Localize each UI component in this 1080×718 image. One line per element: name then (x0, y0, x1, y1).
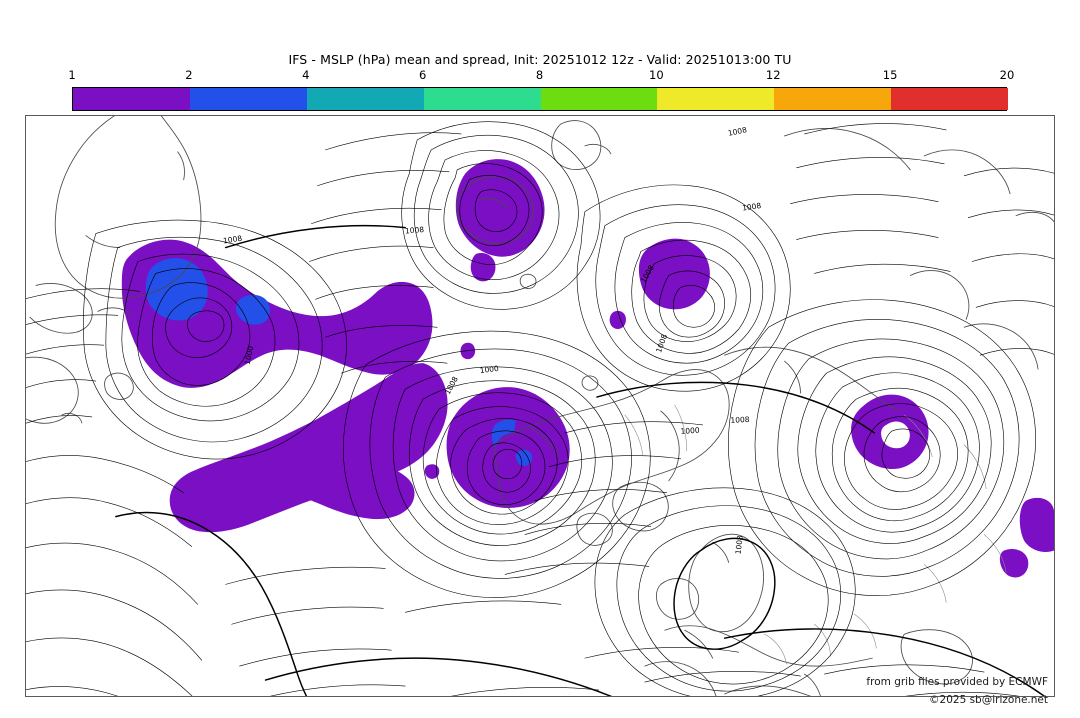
contour-label: 1008 (727, 125, 748, 138)
coast-scotland-detail (712, 542, 730, 563)
coast-arctic-b (923, 149, 1011, 195)
coast-mediterranean (724, 685, 812, 696)
colorbar-tick-labels: 1 2 4 6 8 10 12 15 20 (68, 68, 1014, 84)
coastline-layer (26, 116, 1054, 696)
spread-core-greenland-nw (145, 258, 208, 321)
colorbar-band-8-10 (540, 88, 658, 110)
colorbar-tick-2: 2 (185, 68, 193, 82)
colorbar-tick-8: 8 (535, 68, 544, 82)
border-scand-b (674, 404, 688, 452)
contour-label: 1008 (742, 201, 762, 213)
coast-island-small-a (104, 372, 134, 400)
coast-greenland-detail-b (85, 235, 121, 248)
spread-hole-russia (881, 421, 910, 449)
colorbar-tick-6: 6 (418, 68, 427, 82)
contour-label: 1008 (730, 415, 750, 425)
coast-ireland (655, 577, 700, 620)
coast-blacksea (900, 629, 973, 685)
border-russia-a (903, 414, 933, 458)
border-russia-b (963, 444, 987, 490)
coast-great-britain (688, 533, 764, 633)
colorbar-band-6-8 (423, 88, 541, 110)
colorbar-tick-1: 1 (68, 68, 76, 82)
coast-norway-fjords (530, 428, 560, 458)
coast-novaya-zemlya (909, 270, 970, 320)
coast-svalbard-b (584, 143, 612, 155)
colorbar-band-15-20 (891, 88, 1008, 110)
border-east-a (983, 534, 1007, 573)
coast-labrador (26, 356, 79, 424)
colorbar-band-1-2 (73, 88, 190, 110)
border-scand-a (624, 414, 644, 456)
contour-label: 1008 (654, 333, 669, 354)
coast-iceland (456, 175, 534, 244)
coast-iceland-detail (478, 197, 508, 209)
data-source-credit: from grib files provided by ECMWF (866, 676, 1048, 688)
coast-arctic-c (1015, 211, 1054, 223)
border-europe-b (814, 623, 831, 657)
spread-speck-scandinavia-a (460, 342, 476, 360)
colorbar-band-12-15 (774, 88, 892, 110)
coast-baffin (29, 283, 93, 334)
colorbar-tick-4: 4 (302, 68, 310, 82)
spread-area-scandinavia-west (220, 467, 415, 520)
map-canvas: 1008 1008 1000 1008 1008 1008 1008 1000 … (26, 116, 1054, 696)
coast-italy (804, 673, 821, 696)
coast-svalbard (551, 120, 602, 170)
coast-island-small-b (61, 412, 83, 424)
map-panel[interactable]: 1008 1008 1000 1008 1008 1008 1008 1000 … (25, 115, 1055, 697)
coast-baltic (612, 481, 669, 532)
spread-speck-scandinavia-c (424, 464, 440, 479)
colorbar-tick-10: 10 (649, 68, 664, 82)
coast-europe-west (664, 625, 873, 667)
page-title: IFS - MSLP (hPa) mean and spread, Init: … (288, 52, 792, 67)
contour-label: 1008 (223, 234, 243, 246)
spread-tail-iceland (470, 253, 496, 282)
spread-area-iceland (455, 159, 545, 257)
coast-baffin-island-b (97, 307, 133, 316)
coast-faroes (581, 375, 599, 391)
isobar-layer (26, 121, 1054, 696)
spread-speck-southeast (999, 548, 1029, 578)
spread-core-scandinavia (515, 449, 533, 466)
coast-denmark (576, 512, 613, 546)
colorbar: 1 2 4 6 8 10 12 15 20 (68, 68, 1014, 111)
contour-label: 1000 (479, 364, 499, 375)
colorbar-tick-15: 15 (882, 68, 898, 82)
coast-white-sea (784, 360, 801, 394)
coast-arctic-a (784, 128, 911, 171)
spread-area-barents (638, 238, 710, 310)
coast-greenland-detail-a (177, 151, 185, 181)
spread-core-greenland-se (235, 294, 271, 325)
coast-janmayen (519, 273, 537, 289)
coast-kara (963, 323, 1039, 370)
colorbar-bands (72, 87, 1008, 111)
coast-gulf-bothnia (660, 410, 680, 482)
border-europe-a (764, 633, 787, 665)
colorbar-tick-12: 12 (765, 68, 781, 82)
copyright-credit: ©2025 sb@irizone.net (929, 694, 1048, 706)
coast-iberia (644, 661, 717, 696)
contour-label: 1008 (734, 535, 745, 555)
contour-label: 1000 (243, 345, 256, 366)
colorbar-band-2-4 (189, 88, 307, 110)
colorbar-band-4-6 (306, 88, 424, 110)
contour-label: 1008 (405, 225, 425, 236)
coast-scandinavia (494, 369, 730, 525)
spread-shading-layer (121, 159, 1054, 578)
colorbar-tick-20: 20 (999, 68, 1015, 82)
border-east-b (923, 564, 947, 603)
contour-label: 1000 (680, 426, 700, 436)
border-europe-c (854, 613, 877, 649)
colorbar-band-10-12 (657, 88, 775, 110)
coast-france-north (684, 629, 714, 659)
spread-area-southeast (1019, 497, 1054, 553)
spread-speck-scandinavia-b (609, 310, 626, 330)
contour-label-layer: 1008 1008 1000 1008 1008 1008 1008 1000 … (223, 125, 762, 555)
